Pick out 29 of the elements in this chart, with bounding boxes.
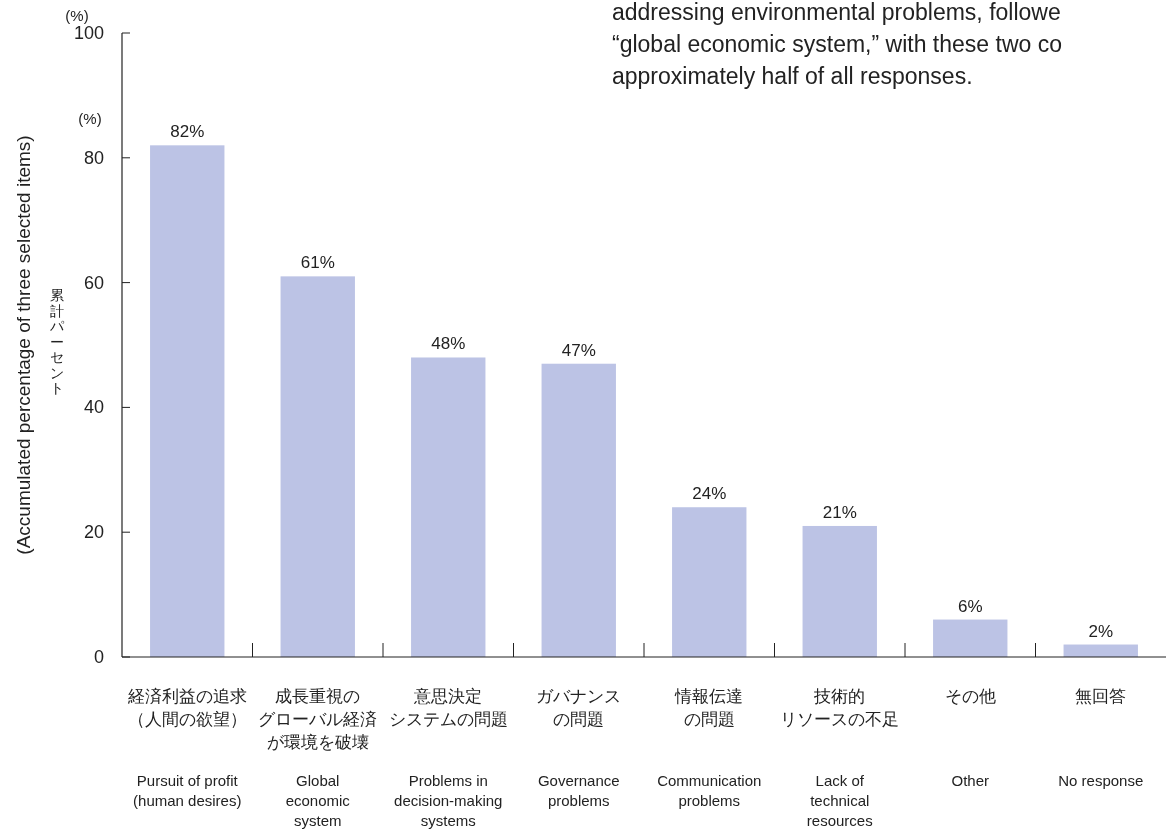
- data-label: 24%: [692, 484, 727, 504]
- category-label: ガバナンスの問題 Governance problems: [536, 687, 622, 809]
- data-label: 82%: [170, 122, 205, 142]
- text: (%): [65, 7, 89, 24]
- category-label: 成長重視のグローバル経済が環境を破壊 Global economic system: [258, 687, 378, 829]
- text: (%): [78, 110, 102, 127]
- data-label: 61%: [300, 253, 335, 273]
- data-label: 21%: [822, 502, 857, 522]
- y-tick-label: 60: [83, 272, 104, 293]
- data-label: 47%: [561, 340, 596, 360]
- y-tick-label: 40: [83, 397, 104, 418]
- y-tick-label: 100: [73, 23, 104, 43]
- category-label: 無回答 No response: [1058, 687, 1144, 789]
- data-label: 6%: [957, 596, 983, 616]
- annotation: approximately half of all responses.: [612, 63, 973, 89]
- category-label: 情報伝達の問題 Communication problems: [657, 687, 762, 809]
- category-label: その他 Other: [944, 687, 996, 789]
- annotation: “global economic system,” with these two co: [612, 31, 1062, 57]
- text: addressing environmental problems, followe: [612, 0, 1061, 25]
- y-axis-title: (Accumulated percentage of three selected items): [13, 135, 34, 555]
- data-label: 2%: [1088, 621, 1114, 641]
- data-label: 48%: [431, 334, 466, 354]
- category-label: 経済利益の追求（人間の欲望） Pursuit of profit (human desires): [127, 687, 247, 809]
- text: 累計パーセント: [49, 287, 65, 396]
- y-tick-label: 0: [93, 647, 104, 667]
- y-tick-label: 20: [83, 522, 104, 543]
- category-label: 技術的リソースの不足 Lack of technical resources: [780, 687, 900, 829]
- y-tick-label: 80: [83, 147, 104, 168]
- category-label: 意思決定システムの問題 Problems in decision-making systems: [388, 687, 508, 829]
